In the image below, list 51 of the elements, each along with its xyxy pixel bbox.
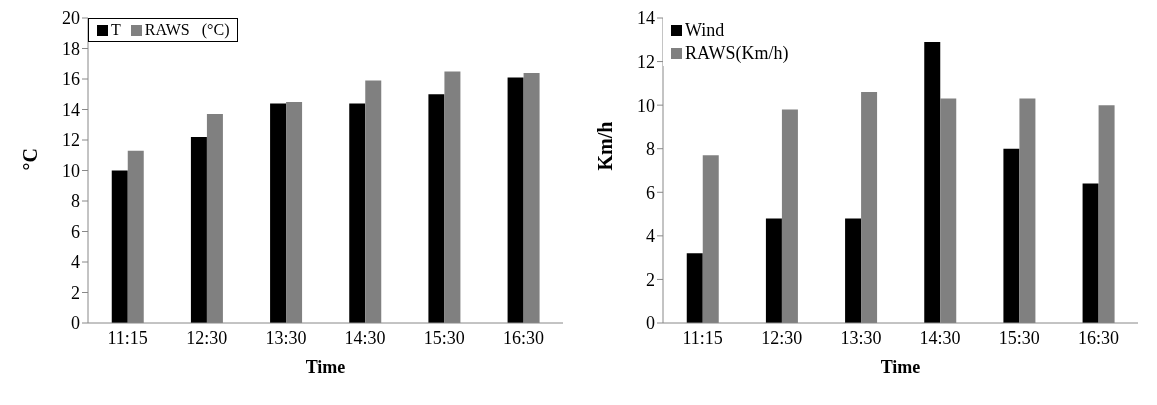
y-tick-label: 14 — [637, 8, 655, 29]
y-tick-label: 8 — [646, 139, 655, 160]
legend-label: RAWS(Km/h) — [685, 43, 789, 64]
y-tick-label: 8 — [71, 191, 80, 212]
bar — [845, 218, 862, 323]
bar — [507, 77, 524, 323]
x-tick-label: 12:30 — [186, 327, 228, 348]
y-tick-label: 6 — [71, 221, 80, 242]
legend-label: RAWS (°C) — [144, 21, 230, 39]
y-tick-label: 4 — [646, 226, 655, 247]
bar — [190, 136, 207, 323]
y-tick-label: 12 — [637, 51, 655, 72]
x-axis-title: Time — [880, 357, 921, 377]
legend-label: T — [111, 21, 121, 39]
x-tick-label: 15:30 — [423, 327, 465, 348]
bar — [924, 41, 941, 323]
x-tick-label: 16:30 — [502, 327, 544, 348]
y-tick-label: 4 — [71, 252, 80, 273]
x-tick-label: 13:30 — [265, 327, 307, 348]
x-tick-label: 14:30 — [919, 327, 961, 348]
bar — [270, 103, 287, 323]
y-tick-label: 6 — [646, 182, 655, 203]
bar — [686, 253, 703, 323]
bar — [428, 94, 445, 323]
y-axis-title: Km/h — [594, 121, 617, 171]
x-tick-label: 13:30 — [840, 327, 882, 348]
x-tick-label: 11:15 — [682, 327, 723, 348]
x-axis-title: Time — [305, 357, 346, 377]
bar — [1082, 183, 1099, 323]
y-tick-label: 16 — [62, 69, 80, 90]
y-tick-label: 18 — [62, 38, 80, 59]
bar — [349, 103, 366, 323]
y-tick-label: 10 — [62, 160, 80, 181]
y-tick-label: 0 — [71, 313, 80, 334]
y-axis-title: °C — [19, 148, 42, 171]
y-tick-label: 14 — [62, 99, 80, 120]
x-tick-label: 14:30 — [344, 327, 386, 348]
x-tick-label: 16:30 — [1077, 327, 1119, 348]
y-tick-label: 2 — [646, 269, 655, 290]
x-tick-label: 12:30 — [761, 327, 803, 348]
x-tick-label: 15:30 — [998, 327, 1040, 348]
legend-label: Wind — [685, 20, 725, 41]
bar — [111, 170, 128, 323]
y-tick-label: 20 — [62, 8, 80, 29]
bar — [765, 218, 782, 323]
bar — [1003, 148, 1020, 323]
x-tick-label: 11:15 — [107, 327, 148, 348]
y-tick-label: 0 — [646, 313, 655, 334]
y-tick-label: 10 — [637, 95, 655, 116]
y-tick-label: 2 — [71, 282, 80, 303]
y-tick-label: 12 — [62, 130, 80, 151]
